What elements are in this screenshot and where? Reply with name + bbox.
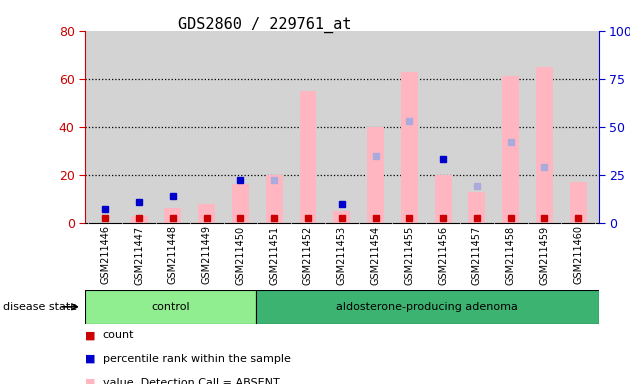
Bar xyxy=(232,184,249,223)
Text: value, Detection Call = ABSENT: value, Detection Call = ABSENT xyxy=(103,378,280,384)
Text: control: control xyxy=(151,302,190,312)
Bar xyxy=(256,290,598,324)
Text: ■: ■ xyxy=(85,330,96,340)
Text: aldosterone-producing adenoma: aldosterone-producing adenoma xyxy=(336,302,518,312)
Bar xyxy=(266,175,283,223)
Bar xyxy=(198,204,215,223)
Bar xyxy=(130,215,147,223)
Bar xyxy=(570,182,587,223)
Text: GDS2860 / 229761_at: GDS2860 / 229761_at xyxy=(178,17,352,33)
Bar xyxy=(85,290,256,324)
Bar xyxy=(435,175,452,223)
Text: count: count xyxy=(103,330,134,340)
Text: percentile rank within the sample: percentile rank within the sample xyxy=(103,354,290,364)
Text: disease state: disease state xyxy=(3,302,77,312)
Text: ■: ■ xyxy=(85,354,96,364)
Bar xyxy=(299,91,316,223)
Bar xyxy=(164,208,181,223)
Bar xyxy=(367,127,384,223)
Bar xyxy=(536,67,553,223)
Text: ■: ■ xyxy=(85,378,96,384)
Bar xyxy=(333,211,350,223)
Bar xyxy=(502,76,519,223)
Bar xyxy=(401,71,418,223)
Bar xyxy=(469,192,485,223)
